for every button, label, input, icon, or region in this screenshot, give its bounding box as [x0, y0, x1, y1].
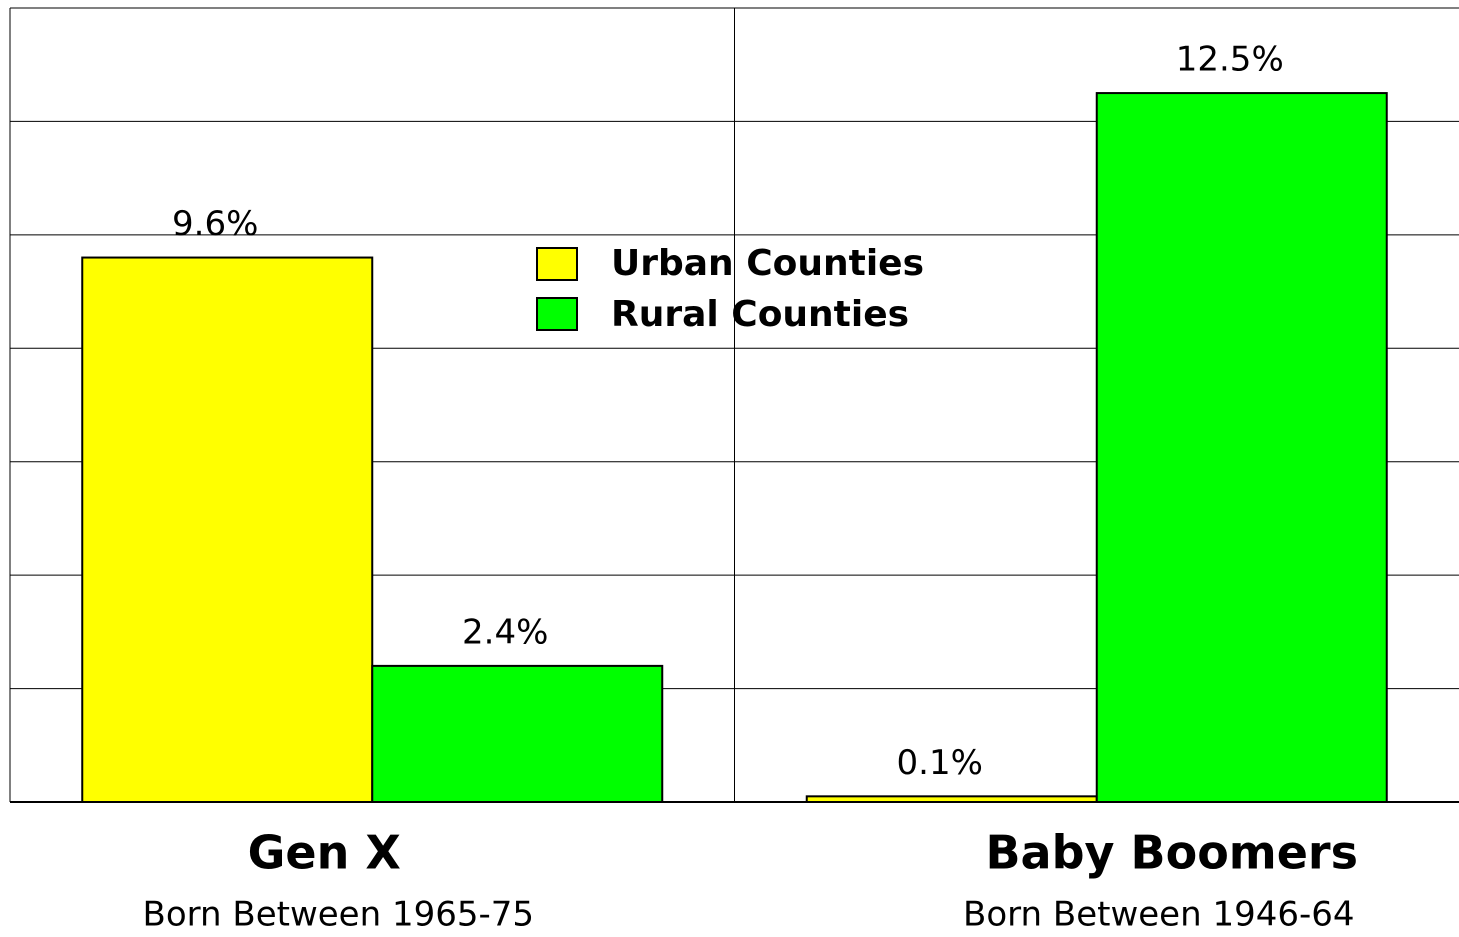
- legend-label: Urban Counties: [611, 243, 924, 284]
- value-label: 9.6%: [172, 204, 258, 244]
- legend-label: Rural Counties: [611, 294, 909, 335]
- value-label: 12.5%: [1176, 40, 1284, 80]
- bar: [81, 256, 374, 803]
- legend-swatch: [536, 247, 578, 281]
- bar: [371, 664, 664, 804]
- category-label: Baby Boomers: [986, 826, 1359, 880]
- value-label: 0.1%: [897, 743, 983, 783]
- category-subtitle: Born Between 1946-64: [963, 895, 1355, 935]
- bar: [1095, 92, 1388, 804]
- category-label: Gen X: [248, 826, 401, 880]
- value-label: 2.4%: [462, 612, 548, 652]
- category-subtitle: Born Between 1965-75: [143, 895, 535, 935]
- legend-swatch: [536, 297, 578, 331]
